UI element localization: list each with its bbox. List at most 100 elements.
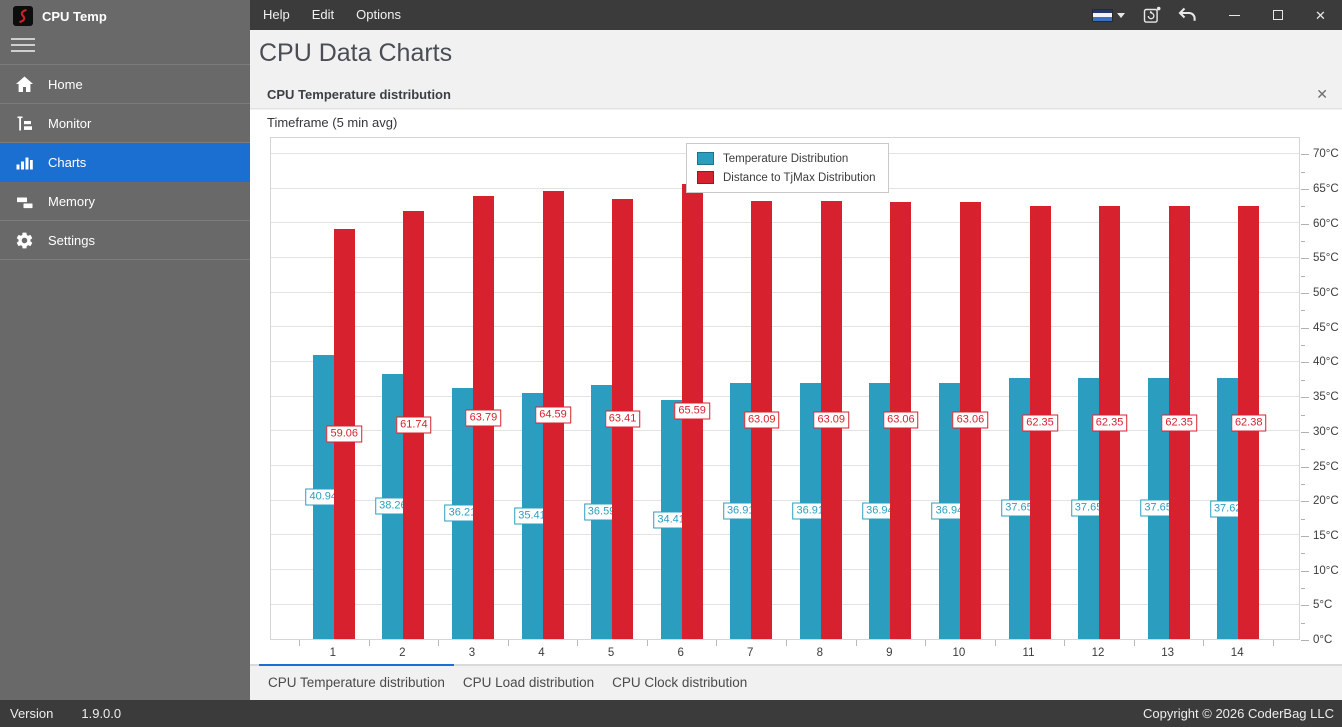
gear-icon — [14, 230, 34, 250]
plot-area: Temperature Distribution Distance to TjMa… — [270, 137, 1300, 646]
x-axis-label: 8 — [816, 647, 823, 659]
legend: Temperature Distribution Distance to TjMa… — [686, 143, 889, 193]
x-axis-tick — [855, 640, 857, 646]
bar-value-label: 63.09 — [743, 411, 780, 429]
sidebar-nav: Home Monitor Charts Memory Settings — [0, 64, 250, 260]
y-axis-minor-tick — [1301, 622, 1305, 624]
language-flag-icon[interactable] — [1092, 8, 1125, 22]
bar-value-label: 62.35 — [1091, 414, 1128, 432]
tab-cpu-clock-distribution[interactable]: CPU Clock distribution — [612, 675, 748, 690]
sidebar-item-home[interactable]: Home — [0, 65, 250, 104]
y-axis-label: 0°C — [1313, 634, 1333, 646]
y-axis-label: 15°C — [1313, 529, 1339, 542]
legend-label: Distance to TjMax Distribution — [723, 171, 876, 184]
x-axis-label: 13 — [1161, 647, 1175, 659]
sidebar-item-label: Settings — [48, 232, 95, 248]
y-axis-minor-tick — [1301, 241, 1305, 243]
status-bar: Version 1.9.0.0 Copyright © 2026 CoderBa… — [0, 700, 1342, 727]
legend-swatch — [697, 171, 714, 184]
y-grid-line — [271, 499, 1299, 501]
y-axis-minor-tick — [1301, 483, 1305, 485]
bar-value-label: 37.62 — [1209, 500, 1246, 517]
menu-help[interactable]: Help — [263, 7, 290, 22]
bar-value-label: 36.91 — [722, 502, 759, 520]
sidebar-item-charts[interactable]: Charts — [0, 143, 250, 182]
y-axis-label: 70°C — [1313, 148, 1339, 161]
y-axis-label: 30°C — [1313, 425, 1339, 438]
y-axis-minor-tick — [1301, 379, 1305, 381]
x-axis-label: 4 — [538, 647, 545, 659]
y-axis-major-tick — [1301, 362, 1309, 364]
sidebar-item-label: Home — [48, 76, 83, 92]
y-grid-line — [271, 534, 1299, 536]
minimize-button[interactable] — [1213, 0, 1256, 30]
bar-value-label: 36.21 — [444, 504, 481, 522]
y-axis-major-tick — [1301, 293, 1309, 295]
y-axis-label: 60°C — [1313, 217, 1339, 230]
sidebar-item-memory[interactable]: Memory — [0, 182, 250, 221]
y-axis-minor-tick — [1301, 275, 1305, 277]
y-axis-label: 45°C — [1313, 321, 1339, 334]
legend-swatch — [697, 152, 714, 165]
bar-value-label: 36.59 — [583, 503, 620, 521]
titlebar-controls: ✕ — [1092, 0, 1342, 30]
tab-cpu-temperature-distribution[interactable]: CPU Temperature distribution — [268, 675, 445, 690]
y-grid-line — [271, 603, 1299, 605]
y-axis-minor-tick — [1301, 553, 1305, 555]
y-grid-line — [271, 430, 1299, 432]
bar-value-label: 40.94 — [305, 488, 342, 506]
app-title: CPU Temp — [0, 0, 250, 26]
bar-value-label: 61.74 — [396, 416, 432, 434]
x-axis-tick — [368, 640, 370, 646]
chart-timeframe-label: Timeframe (5 min avg) — [267, 115, 398, 130]
x-axis-label: 1 — [329, 647, 336, 659]
x-axis-tick — [1064, 640, 1066, 646]
x-axis-label: 2 — [399, 647, 406, 659]
app-title-text: CPU Temp — [42, 8, 107, 24]
bar-value-label: 62.38 — [1230, 414, 1267, 432]
x-axis-tick — [646, 640, 648, 646]
x-axis-tick — [994, 640, 996, 646]
x-axis-label: 5 — [607, 647, 615, 659]
y-axis-major-tick — [1301, 327, 1309, 329]
legend-item: Temperature Distribution — [697, 152, 876, 165]
panel-close-icon[interactable]: ✕ — [1316, 86, 1328, 102]
undo-icon[interactable] — [1177, 7, 1197, 24]
check-update-icon[interactable] — [1143, 6, 1161, 24]
menu-edit[interactable]: Edit — [311, 7, 335, 22]
sidebar-item-monitor[interactable]: Monitor — [0, 104, 250, 143]
y-axis-label: 25°C — [1313, 460, 1339, 473]
sidebar-item-label: Monitor — [48, 115, 92, 131]
y-axis-minor-tick — [1301, 345, 1305, 347]
x-axis-tick — [577, 640, 579, 646]
home-icon — [14, 74, 34, 94]
y-axis-major-tick — [1301, 640, 1309, 641]
x-axis-label: 6 — [677, 647, 684, 659]
minimize-icon — [1229, 14, 1240, 16]
bar-value-label: 59.06 — [326, 425, 363, 443]
y-grid-line — [271, 326, 1299, 328]
menu-options[interactable]: Options — [356, 7, 401, 22]
close-icon: ✕ — [1315, 7, 1326, 23]
x-axis-label: 12 — [1091, 647, 1105, 659]
hamburger-menu-icon[interactable] — [11, 38, 35, 52]
close-button[interactable]: ✕ — [1299, 0, 1342, 30]
version-value: 1.9.0.0 — [81, 706, 122, 721]
chart-panel-title: CPU Temperature distribution — [267, 87, 451, 102]
y-grid-line — [271, 395, 1299, 397]
tab-divider — [250, 664, 1342, 666]
copyright-text: Copyright © 2026 CoderBag LLC — [1143, 706, 1334, 721]
y-axis-major-tick — [1301, 223, 1309, 225]
monitor-icon — [14, 113, 34, 133]
tab-cpu-load-distribution[interactable]: CPU Load distribution — [462, 675, 595, 690]
legend-item: Distance to TjMax Distribution — [697, 171, 876, 184]
y-axis-major-tick — [1301, 535, 1309, 537]
sidebar-item-settings[interactable]: Settings — [0, 221, 250, 260]
maximize-button[interactable] — [1256, 0, 1299, 30]
x-axis-label: 10 — [952, 647, 966, 659]
y-axis-major-tick — [1301, 466, 1309, 468]
x-axis-label: 3 — [468, 647, 476, 659]
bar-value-label: 37.65 — [1140, 499, 1176, 517]
version-label: Version — [10, 706, 54, 721]
main-content: CPU Data Charts CPU Temperature distribu… — [250, 30, 1342, 700]
